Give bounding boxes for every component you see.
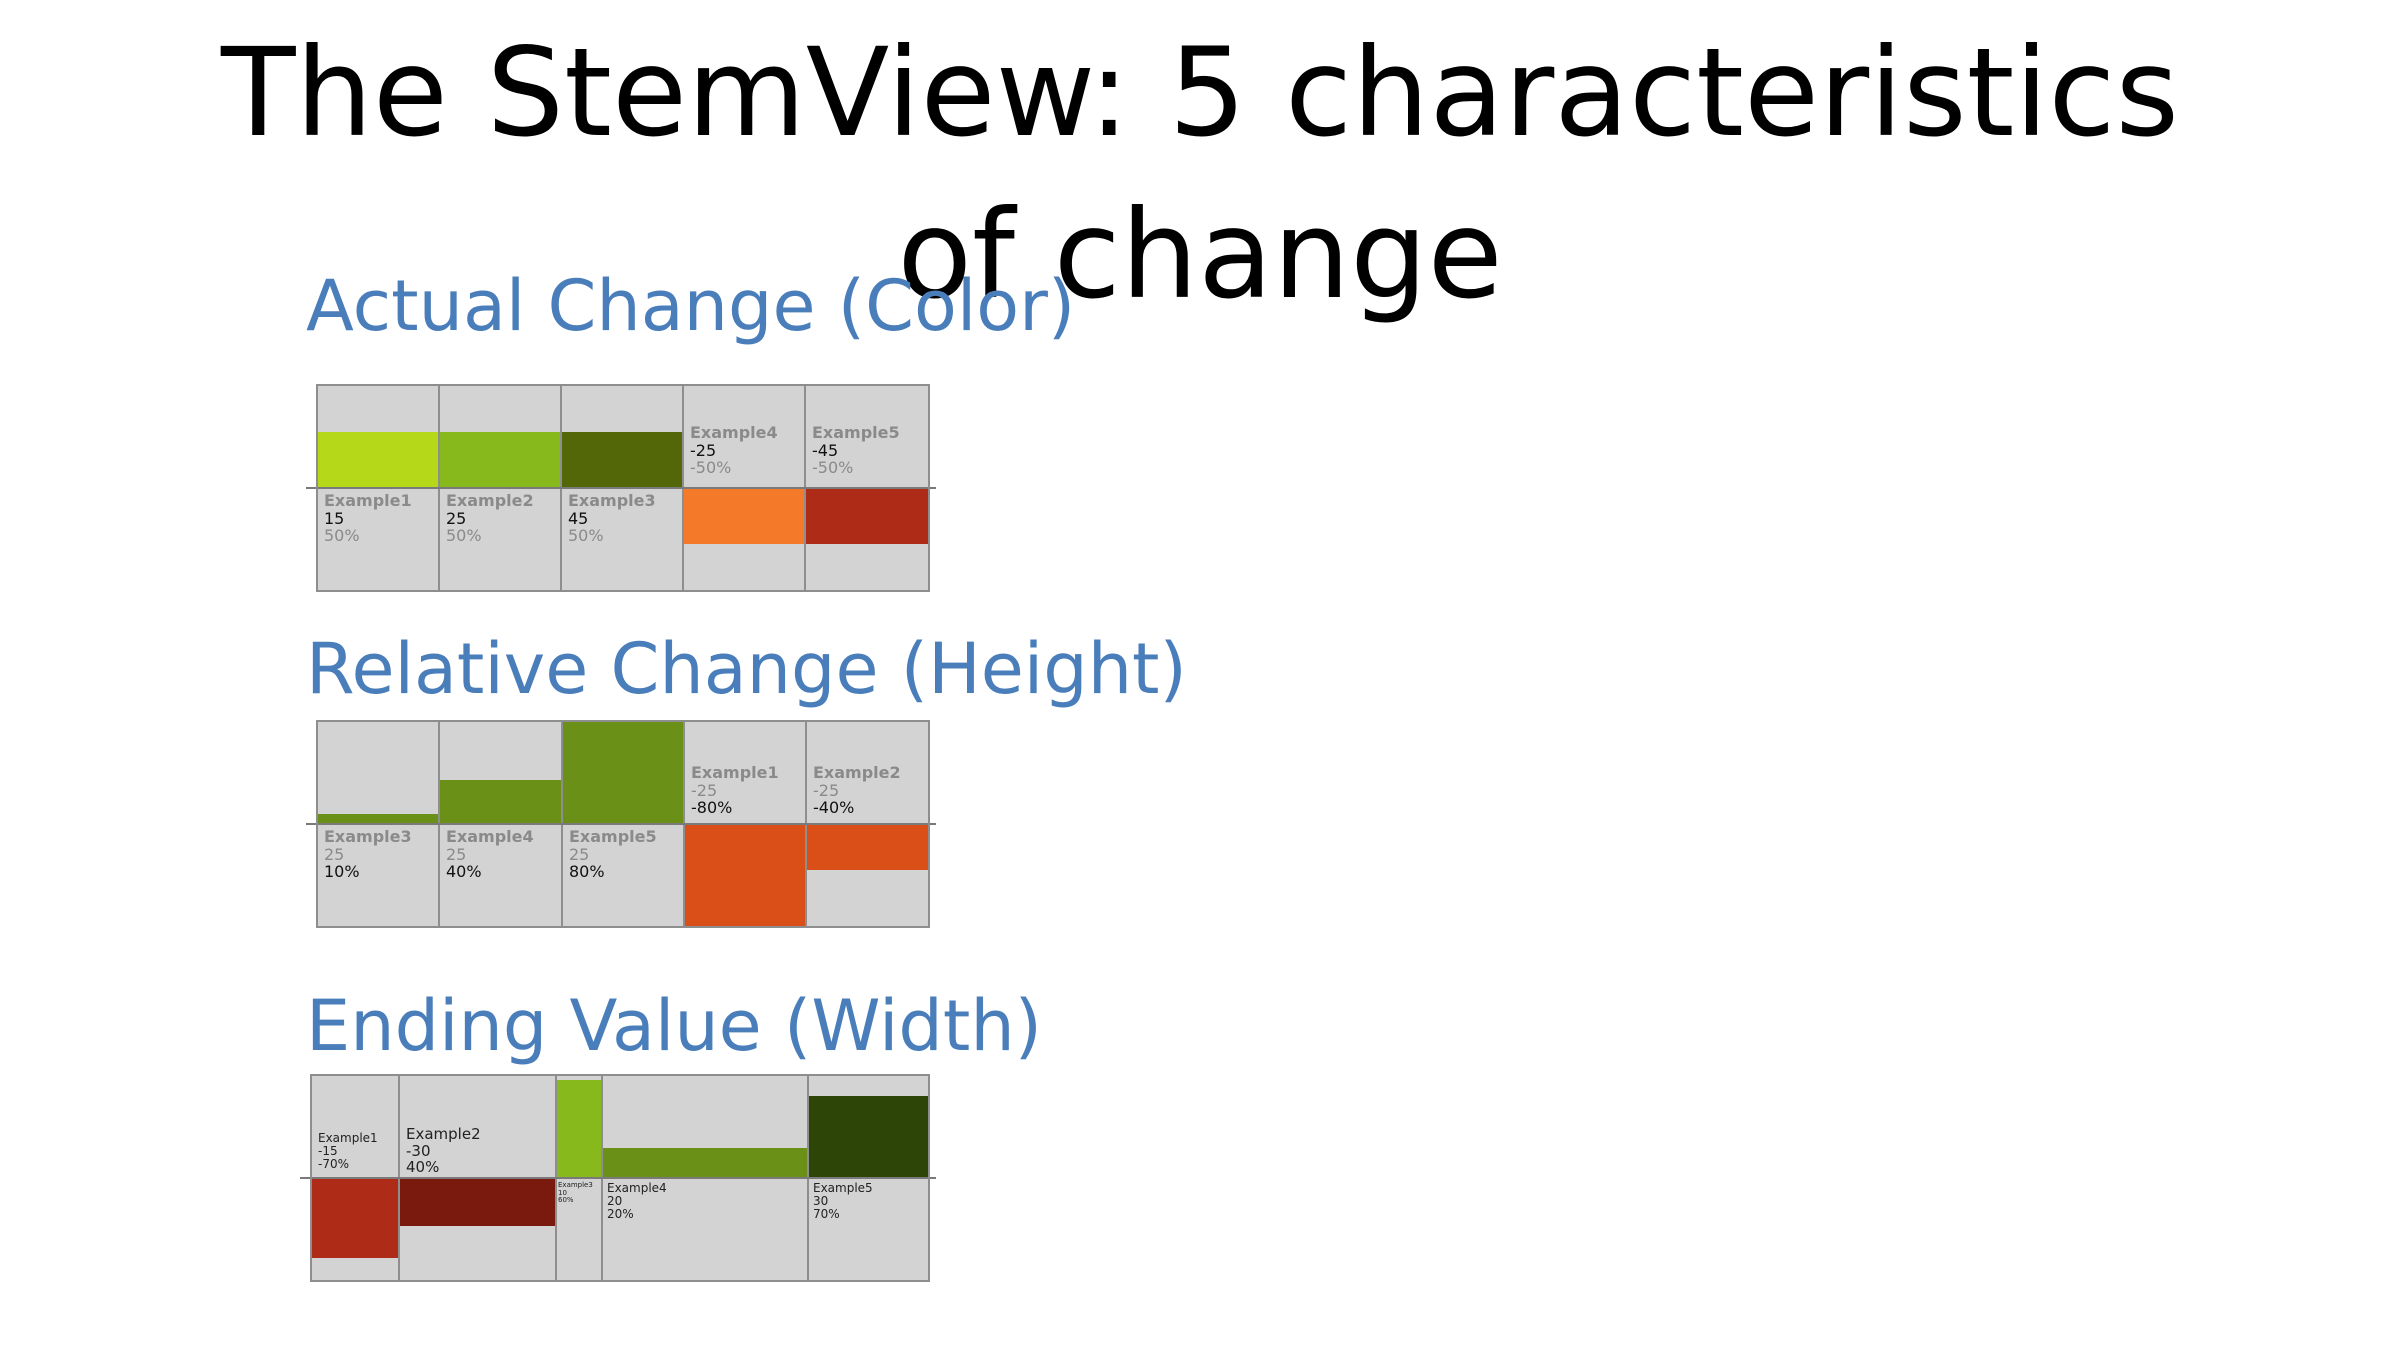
stem-bar [809, 1096, 930, 1178]
stem-label-percent: 50% [446, 526, 482, 546]
heading-relative-change: Relative Change (Height) [306, 628, 1187, 710]
stem-bar [685, 824, 805, 928]
stem-label-name: Example3 [324, 827, 412, 846]
stem-label: Example3 45 50% [568, 492, 656, 545]
stem-label: Example3 25 10% [324, 828, 412, 881]
stem-label-percent: 60% [558, 1196, 574, 1205]
baseline [300, 1177, 936, 1179]
stem-label-percent: 10% [324, 862, 360, 882]
stem-label-name: Example5 [569, 827, 657, 846]
stem-label-value: 15 [324, 508, 345, 528]
stem-label: Example1 -15 -70% [318, 1131, 378, 1172]
stem-label-name: Example5 [812, 423, 900, 442]
stem-label: Example5 25 80% [569, 828, 657, 881]
stem-label: Example2 25 50% [446, 492, 534, 545]
stem-label-value: -25 [690, 440, 717, 460]
stem-label-name: Example2 [406, 1125, 481, 1143]
stem-label-value: -30 [406, 1141, 431, 1160]
stem-label-percent: 70% [813, 1207, 840, 1222]
stem-label: Example4 25 40% [446, 828, 534, 881]
stem-label-percent: 80% [569, 862, 605, 882]
stem-label: Example5 -45 -50% [812, 424, 900, 477]
baseline [306, 487, 936, 489]
stem-label: Example4 -25 -50% [690, 424, 778, 477]
stem-bar [316, 432, 438, 488]
stem-bar [557, 1080, 601, 1178]
heading-actual-change: Actual Change (Color) [306, 265, 1076, 347]
stem-bar [316, 814, 438, 824]
heading-ending-value: Ending Value (Width) [306, 985, 1042, 1067]
stem-label-value: 10 [558, 1188, 567, 1197]
slide-title: The StemView: 5 characteristics of chang… [220, 22, 2180, 326]
stem-bar [562, 432, 682, 488]
stem-label-value: 45 [568, 508, 589, 528]
stem-label-percent: 20% [607, 1207, 634, 1222]
stem-label-value: -15 [318, 1144, 338, 1159]
stem-label-value: 25 [446, 844, 467, 864]
stem-label-percent: 40% [446, 862, 482, 882]
stem-bar [563, 720, 683, 824]
stem-label-percent: -80% [691, 798, 733, 818]
stem-bar [310, 1178, 398, 1258]
stem-label-percent: 50% [324, 526, 360, 546]
stem-label-name: Example1 [691, 763, 779, 782]
stem-label: Example5 30 70% [813, 1181, 873, 1222]
stem-label-percent: -50% [690, 458, 732, 478]
stem-label-name: Example5 [813, 1181, 873, 1195]
stem-label-name: Example1 [318, 1131, 378, 1145]
stem-bar [807, 824, 930, 870]
stem-bar [440, 432, 560, 488]
baseline [306, 823, 936, 825]
stem-label-name: Example2 [446, 491, 534, 510]
stem-label-name: Example4 [607, 1181, 667, 1195]
stem-bar [440, 780, 561, 824]
stem-label: Example4 20 20% [607, 1181, 667, 1222]
stem-label-percent: -70% [318, 1157, 350, 1172]
stem-label-name: Example3 [558, 1181, 593, 1189]
stem-label-value: -45 [812, 440, 839, 460]
stem-label: Example1 15 50% [324, 492, 412, 545]
stem-label-name: Example1 [324, 491, 412, 510]
stem-label-name: Example4 [690, 423, 778, 442]
stem-label: Example3 10 60% [558, 1181, 593, 1205]
stem-bar [806, 488, 930, 544]
stem-label-name: Example2 [813, 763, 901, 782]
stem-label-percent: -40% [813, 798, 855, 818]
stemview-panel-ending-value: Example1 -15 -70% Example2 -30 40% Example3 10 6… [300, 1074, 936, 1282]
stemview-panel-relative-change: Example3 25 10% Example4 25 40% Example5 25 80% E… [306, 720, 936, 928]
stem-label-value: 25 [446, 508, 467, 528]
stem-label-percent: 40% [406, 1158, 440, 1176]
stemview-panel-actual-change: Example1 15 50% Example2 25 50% Example3 45 50% E… [306, 384, 936, 592]
stem-label: Example2 -25 -40% [813, 764, 901, 817]
stem-label-percent: 50% [568, 526, 604, 546]
stem-label-value: -25 [691, 780, 718, 800]
stem-label-percent: -50% [812, 458, 854, 478]
stem-label: Example1 -25 -80% [691, 764, 779, 817]
stem-bar [684, 488, 804, 544]
stem-label-value: 30 [813, 1194, 829, 1209]
stem-bar [400, 1178, 555, 1226]
stem-bar [603, 1148, 807, 1178]
stem-label-name: Example3 [568, 491, 656, 510]
stem-label-value: 25 [569, 844, 590, 864]
stem-label-name: Example4 [446, 827, 534, 846]
stem-label-value: 20 [607, 1194, 623, 1209]
stem-label: Example2 -30 40% [406, 1126, 481, 1176]
stem-label-value: 25 [324, 844, 345, 864]
stem-label-value: -25 [813, 780, 840, 800]
